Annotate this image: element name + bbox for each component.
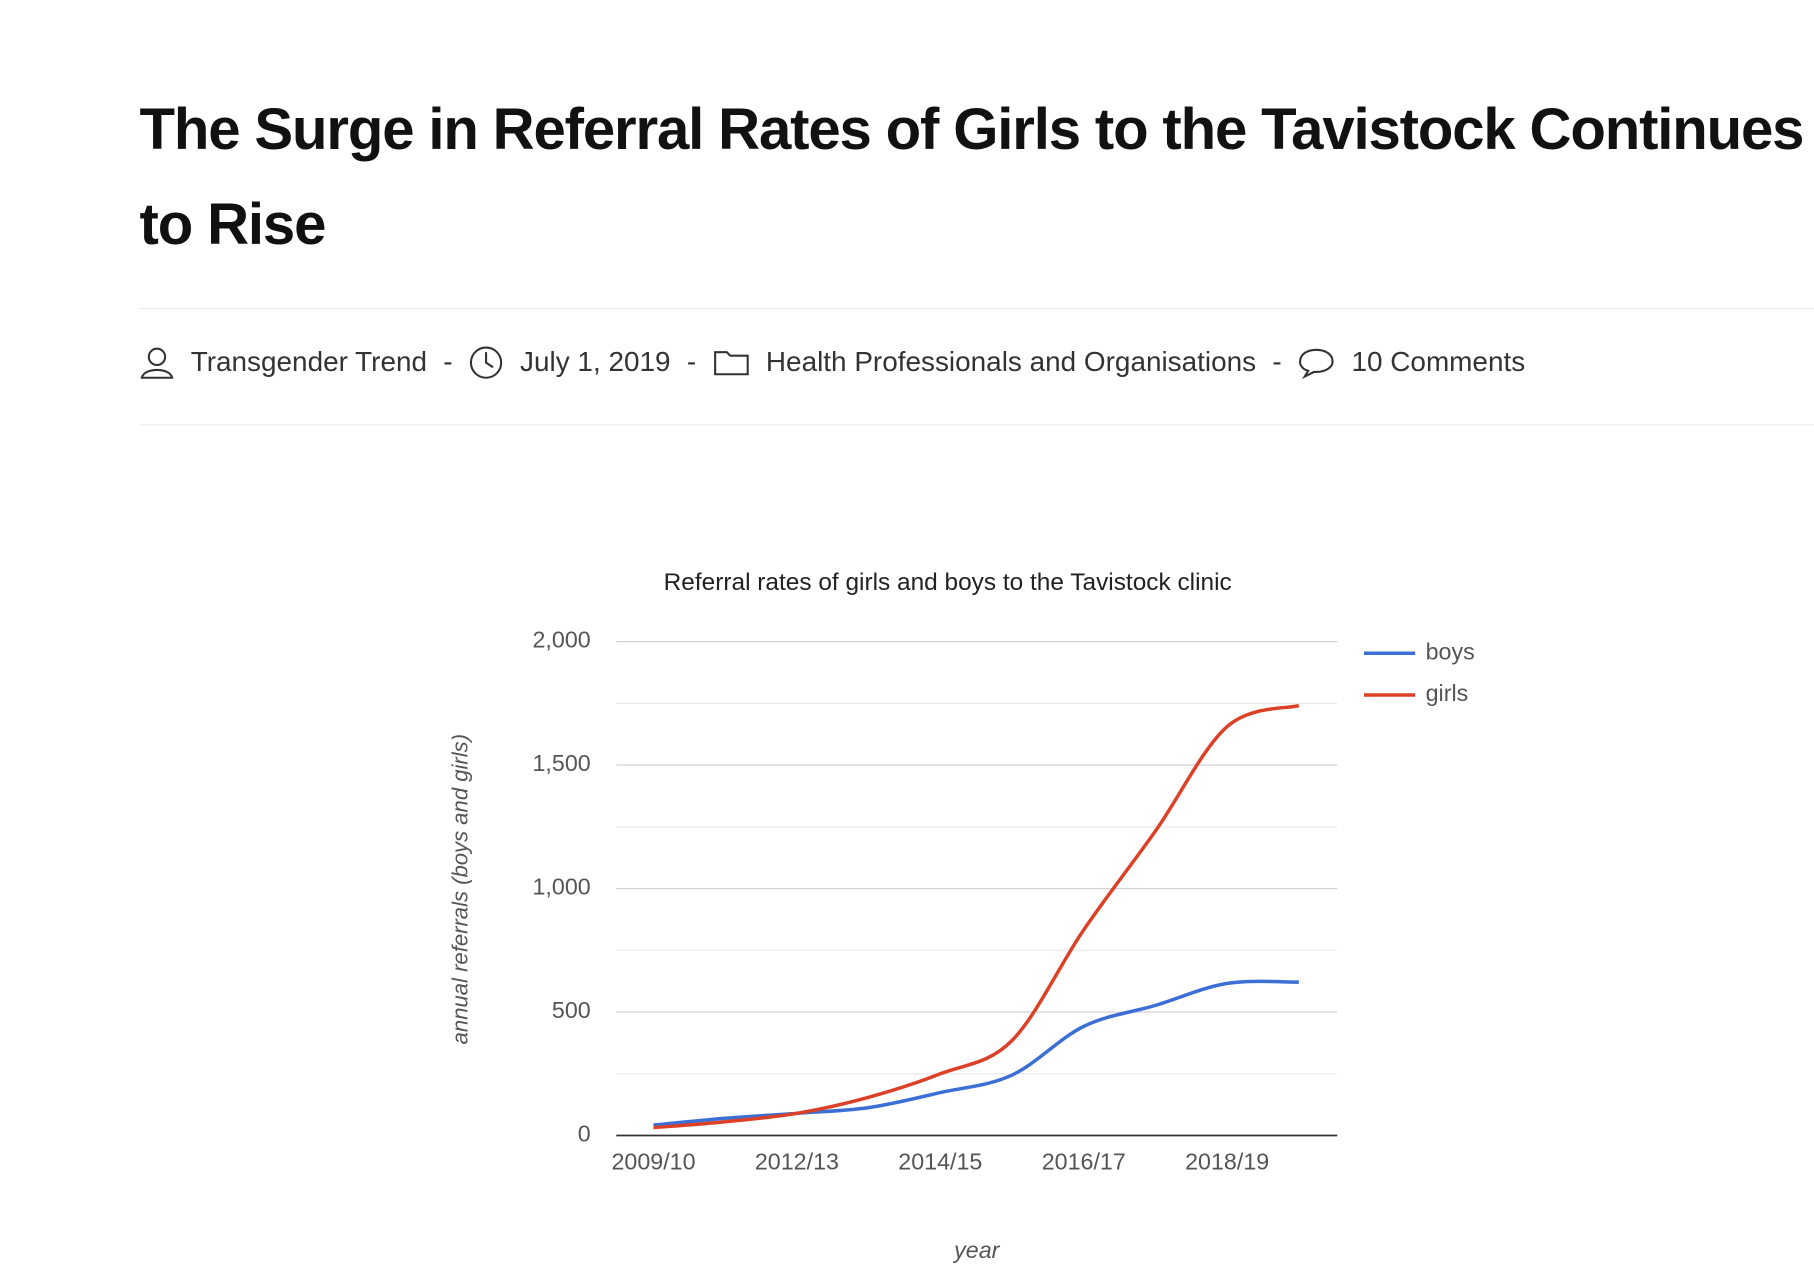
chart-title: Referral rates of girls and boys to the …	[664, 569, 1232, 596]
separator: -	[686, 346, 697, 378]
author-link[interactable]: Transgender Trend	[190, 346, 428, 378]
x-axis-label: year	[952, 1237, 1000, 1263]
separator: -	[443, 346, 453, 378]
divider	[139, 308, 1814, 310]
y-tick-label: 500	[552, 997, 591, 1023]
comments-link[interactable]: 10 Comments	[1351, 346, 1526, 378]
y-axis-label: annual referrals (boys and girls)	[447, 734, 472, 1044]
x-tick-label: 2012/13	[755, 1149, 839, 1175]
author-icon	[140, 347, 174, 379]
category-link[interactable]: Health Professionals and Organisations	[765, 346, 1257, 378]
comments-icon	[1299, 348, 1334, 380]
x-tick-label: 2009/10	[611, 1149, 695, 1175]
post-date: July 1, 2019	[520, 346, 671, 378]
article-title[interactable]: The Surge in Referral Rates of Girls to …	[139, 96, 1805, 257]
series-line	[653, 703, 1300, 1130]
post-meta: Transgender Trend - July 1, 2019 - Healt…	[140, 342, 1526, 384]
series-line	[653, 979, 1299, 1127]
x-tick-label: 2018/19	[1185, 1149, 1269, 1175]
x-tick-label: 2016/17	[1042, 1149, 1126, 1175]
legend-label: girls	[1426, 680, 1469, 706]
legend-label: boys	[1426, 638, 1475, 664]
y-tick-label: 1,500	[533, 750, 591, 776]
y-tick-label: 1,000	[533, 874, 591, 900]
y-tick-label: 2,000	[533, 627, 591, 653]
date-icon	[470, 346, 503, 379]
category-icon	[713, 351, 749, 376]
divider	[139, 424, 1814, 426]
y-tick-label: 0	[578, 1121, 591, 1147]
x-tick-label: 2014/15	[898, 1149, 982, 1175]
separator: -	[1272, 346, 1282, 378]
